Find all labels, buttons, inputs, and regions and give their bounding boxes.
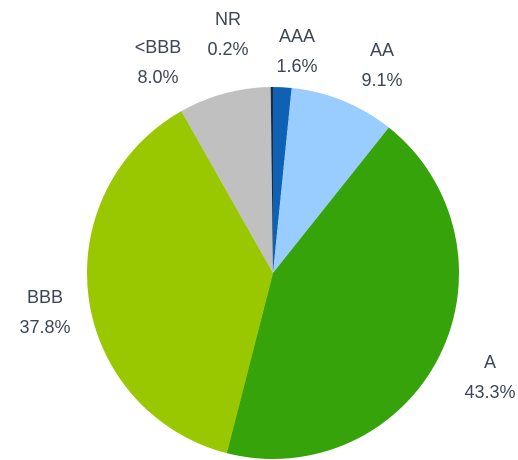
slice-label: <BBB xyxy=(135,37,182,57)
slice-label: BBB xyxy=(27,287,63,307)
slice-label: AAA xyxy=(279,26,315,46)
slice-label: NR xyxy=(215,9,241,29)
pie-slice xyxy=(273,87,389,273)
pie-slice xyxy=(270,87,273,273)
pie-slice xyxy=(86,111,273,454)
slice-value-label: 37.8% xyxy=(19,317,70,337)
slice-label: A xyxy=(484,352,496,372)
slice-value-label: 1.6% xyxy=(276,56,317,76)
slice-value-label: 0.2% xyxy=(207,39,248,59)
slice-value-label: 43.3% xyxy=(464,382,515,402)
pie-slice xyxy=(181,87,273,274)
pie-slice xyxy=(273,87,292,273)
pie-slice xyxy=(226,127,459,459)
slice-label: AA xyxy=(370,40,394,60)
slice-value-label: 9.1% xyxy=(361,70,402,90)
slice-value-label: 8.0% xyxy=(137,67,178,87)
